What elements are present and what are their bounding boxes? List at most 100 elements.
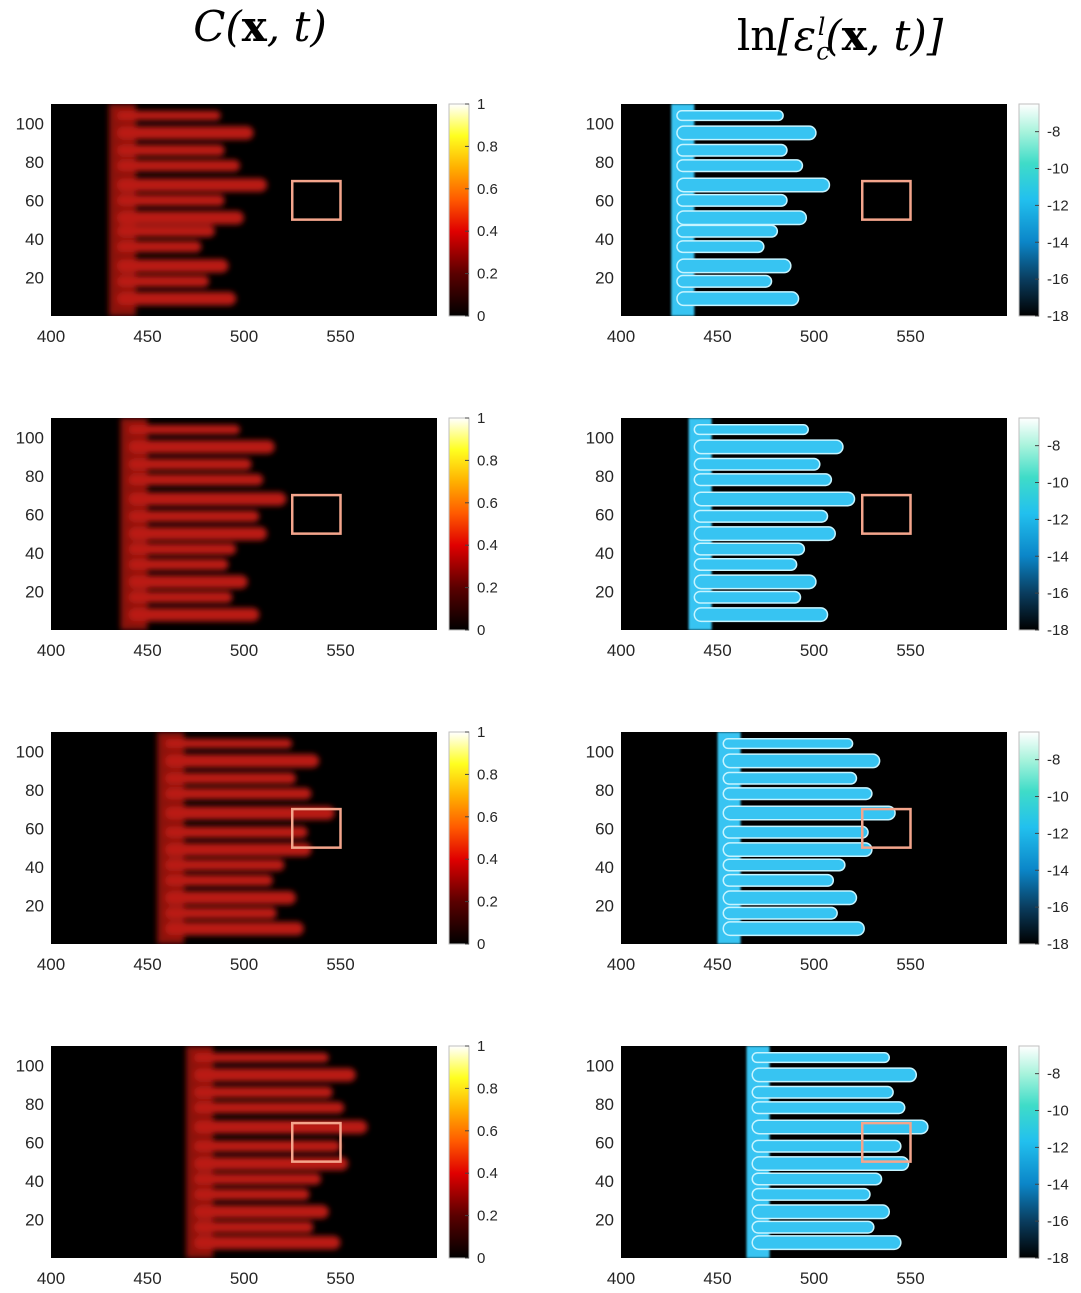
finger <box>128 526 268 541</box>
colorbar <box>1018 1045 1040 1259</box>
finger <box>128 473 264 486</box>
colorbar <box>448 731 470 945</box>
x-tick-label: 550 <box>896 641 924 660</box>
colorbar-tick-label: 0.2 <box>477 1208 498 1225</box>
colorbar-tick-label: 0.6 <box>477 1123 498 1140</box>
finger <box>164 874 273 887</box>
finger <box>116 291 237 306</box>
colorbar-tick-label: -16 <box>1047 1213 1069 1230</box>
colorbar-tick-label: -16 <box>1047 271 1069 288</box>
finger <box>676 125 817 141</box>
colorbar-tick-label: 0.8 <box>477 452 498 469</box>
colorbar-tick-label: 0 <box>477 1250 485 1267</box>
finger <box>751 1172 883 1186</box>
y-tick-label: 20 <box>25 268 44 287</box>
highlight-box <box>291 807 342 849</box>
colorbar-tick-label: -12 <box>1047 197 1069 214</box>
finger <box>722 737 854 750</box>
y-tick-label: 60 <box>595 819 614 838</box>
colorbar-tick-label: -10 <box>1047 1103 1069 1120</box>
colorbar-tick-label: -14 <box>1047 548 1069 565</box>
finger <box>164 754 320 768</box>
finger <box>693 557 798 572</box>
finger <box>676 240 765 254</box>
finger <box>676 224 779 238</box>
y-tick-label: 40 <box>595 544 614 563</box>
finger <box>116 210 244 225</box>
finger <box>116 275 210 288</box>
y-tick-label: 80 <box>25 467 44 486</box>
finger <box>693 423 809 436</box>
y-tick-label: 40 <box>25 858 44 877</box>
finger <box>693 509 829 523</box>
finger <box>722 753 881 769</box>
finger <box>676 143 788 157</box>
y-tick-label: 60 <box>25 505 44 524</box>
colorbar-tick-label: -18 <box>1047 622 1069 639</box>
x-tick-label: 500 <box>230 641 258 660</box>
finger <box>693 607 829 623</box>
concentration-panel-3: 400 450 500 550 20 40 60 80 100 0 0.2 0.4 0.6 0.8 1 <box>16 724 498 974</box>
colorbar-tick-label: -8 <box>1047 752 1060 769</box>
y-tick-label: 40 <box>595 858 614 877</box>
highlight-box <box>291 179 342 221</box>
highlight-box <box>861 493 912 535</box>
finger <box>751 1235 902 1251</box>
colorbar-tick-label: 0 <box>477 622 485 639</box>
finger <box>676 177 831 193</box>
finger <box>722 921 865 937</box>
finger <box>164 907 277 919</box>
colorbar-tick-label: -12 <box>1047 511 1069 528</box>
finger <box>116 225 216 237</box>
finger <box>116 194 225 207</box>
y-tick-label: 100 <box>586 742 614 761</box>
finger <box>722 890 858 906</box>
x-tick-label: 450 <box>703 955 731 974</box>
y-tick-label: 40 <box>595 230 614 249</box>
y-tick-label: 100 <box>16 428 44 447</box>
finger <box>193 1188 310 1201</box>
colorbar <box>1018 731 1040 945</box>
colorbar-tick-label: -16 <box>1047 585 1069 602</box>
x-tick-label: 400 <box>607 955 635 974</box>
y-tick-label: 20 <box>595 896 614 915</box>
finger <box>676 210 808 226</box>
finger <box>693 491 856 507</box>
highlight-box <box>291 1121 342 1163</box>
x-tick-label: 550 <box>326 955 354 974</box>
x-tick-label: 450 <box>133 955 161 974</box>
y-tick-label: 20 <box>25 1210 44 1229</box>
finger <box>676 291 800 307</box>
finger <box>164 921 304 936</box>
y-tick-label: 40 <box>595 1172 614 1191</box>
finger <box>751 1156 910 1172</box>
colorbar-tick-label: 0.8 <box>477 138 498 155</box>
y-tick-label: 20 <box>25 896 44 915</box>
colorbar-tick-label: 1 <box>477 724 485 741</box>
y-tick-label: 60 <box>25 819 44 838</box>
x-tick-label: 550 <box>326 641 354 660</box>
colorbar-tick-label: -10 <box>1047 161 1069 178</box>
colorbar-tick-label: -18 <box>1047 1250 1069 1267</box>
finger <box>128 591 233 604</box>
x-tick-label: 500 <box>800 1269 828 1288</box>
finger <box>722 873 835 887</box>
colorbar-tick-label: -8 <box>1047 438 1060 455</box>
finger-field <box>157 732 335 944</box>
finger <box>116 159 241 172</box>
y-tick-label: 100 <box>586 114 614 133</box>
finger-field <box>108 104 268 316</box>
finger <box>722 805 896 821</box>
y-tick-label: 80 <box>25 1095 44 1114</box>
y-tick-label: 80 <box>595 781 614 800</box>
colorbar-tick-label: 0.4 <box>477 537 498 554</box>
concentration-panel-1: 400 450 500 550 20 40 60 80 100 0 0.2 0.4 0.6 0.8 1 <box>16 96 498 346</box>
colorbar-tick-label: 0 <box>477 936 485 953</box>
epsilon-panel-1: 400 450 500 550 20 40 60 80 100 -8 -10 -12 -14 -16 -18 <box>586 103 1069 346</box>
finger <box>193 1101 345 1114</box>
y-tick-label: 60 <box>25 191 44 210</box>
finger <box>693 574 817 590</box>
y-tick-label: 60 <box>25 1133 44 1152</box>
finger-field <box>688 418 856 630</box>
colorbar-tick-label: 1 <box>477 410 485 427</box>
